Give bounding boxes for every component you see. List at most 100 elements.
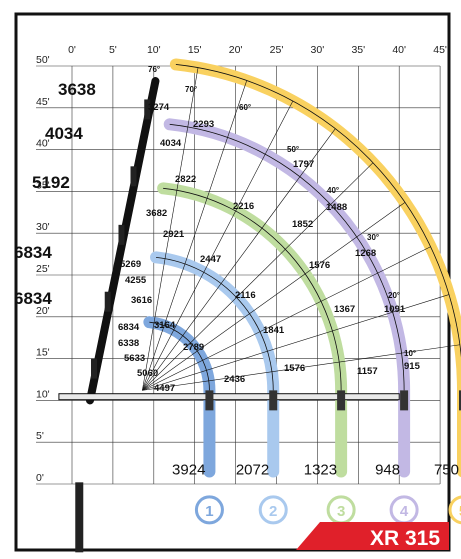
ext-4-capacity: 1576 xyxy=(309,260,330,271)
leader-line xyxy=(142,162,374,391)
x-tick-label: 35' xyxy=(351,44,365,56)
x-tick-label: 10' xyxy=(147,44,161,56)
hook-block-4 xyxy=(400,390,409,411)
boom-tip-capacity: 4034 xyxy=(45,124,83,143)
ext-2-capacity: 3164 xyxy=(154,320,176,331)
boom-section-joint xyxy=(144,99,151,120)
x-tick-label: 40' xyxy=(392,44,406,56)
extension-badge-ring xyxy=(194,495,224,525)
hook-block-5 xyxy=(459,390,461,411)
extension-badge-number: 2 xyxy=(269,503,277,520)
leader-line xyxy=(142,100,294,391)
boom-tip-capacity: 6834 xyxy=(14,243,52,262)
leader-line xyxy=(142,128,336,391)
ext-3-capacity: 1576 xyxy=(284,363,305,374)
hook-block-2 xyxy=(269,390,278,411)
boom-section-joint xyxy=(104,291,111,312)
x-tick-label: 5' xyxy=(109,44,117,56)
extension-tip-capacity: 2072 xyxy=(236,461,269,478)
model-title: XR 315 xyxy=(370,527,440,550)
ext-5-capacity: 1091 xyxy=(384,304,406,315)
ext-2-capacity: 3616 xyxy=(131,295,152,306)
ext-4-capacity: 4034 xyxy=(160,138,182,149)
extension-tip-capacity: 1323 xyxy=(304,461,337,478)
boom-angle-label: 30° xyxy=(367,233,379,242)
leader-line xyxy=(142,344,460,391)
ext-4-capacity: 1157 xyxy=(357,366,378,377)
boom-tip-capacity: 3638 xyxy=(58,80,96,99)
y-tick-label: 5' xyxy=(36,430,44,442)
y-tick-label: 45' xyxy=(36,96,50,108)
extension-badge-ring xyxy=(448,495,461,525)
ext-1-capacity: 6338 xyxy=(118,338,139,349)
boom-tip-capacity: 5192 xyxy=(32,173,70,192)
boom-section-joint xyxy=(90,358,97,379)
model-badge-bg xyxy=(296,522,449,550)
ext-4-capacity: 1367 xyxy=(334,304,355,315)
boom-angle-label: 60° xyxy=(239,103,251,112)
ext-3-capacity: 3682 xyxy=(146,208,167,219)
ext-1-capacity: 5060 xyxy=(137,368,158,379)
reach-arcs xyxy=(143,58,461,478)
y-tick-label: 50' xyxy=(36,54,50,66)
y-tick-label: 30' xyxy=(36,221,50,233)
ext-4-capacity: 1852 xyxy=(292,219,313,230)
extension-tip-capacity: 750 xyxy=(434,461,459,478)
crane-boom xyxy=(58,77,461,553)
y-tick-label: 10' xyxy=(36,388,50,400)
y-tick-label: 25' xyxy=(36,263,50,275)
ext-4-capacity: 2216 xyxy=(233,201,254,212)
boom-angle-label: 70° xyxy=(185,85,197,94)
extension-badge-ring xyxy=(258,495,288,525)
leader-line xyxy=(142,80,248,391)
extension-tip-capacity: 948 xyxy=(375,461,400,478)
y-tick-label: 35' xyxy=(36,179,50,191)
ext-3-capacity: 2116 xyxy=(235,290,256,301)
boom-section-joint xyxy=(118,224,125,245)
hook-block-1 xyxy=(205,390,214,411)
ext-5-capacity: 1268 xyxy=(355,248,376,259)
boom-angle-label: 76° xyxy=(148,65,160,74)
x-tick-label: 30' xyxy=(311,44,325,56)
ext-5-capacity: 1797 xyxy=(293,159,314,170)
reach-arc-outline xyxy=(175,64,461,359)
x-tick-label: 20' xyxy=(229,44,243,56)
y-tick-label: 15' xyxy=(36,347,50,359)
extension-badge-number: 5 xyxy=(459,503,461,520)
ext-3-capacity: 2921 xyxy=(163,229,185,240)
leader-lines xyxy=(142,67,460,391)
extension-badge-number: 1 xyxy=(205,503,213,520)
y-tick-label: 40' xyxy=(36,138,50,150)
ext-4-capacity: 2822 xyxy=(175,174,196,185)
extension-badges: 3924 1 2072 2 1323 3 948 4 750 5 xyxy=(172,461,461,525)
ext-2-capacity: 4255 xyxy=(125,275,147,286)
ext-3-capacity: 2447 xyxy=(200,254,221,265)
x-tick-label: 45' xyxy=(433,44,447,56)
ext-5-capacity: 1488 xyxy=(326,202,347,213)
ext-3-capacity: 1841 xyxy=(263,325,285,336)
ext-5-capacity: 2293 xyxy=(193,119,214,130)
model-badge: XR 315 xyxy=(296,522,449,550)
hook-block-3 xyxy=(337,390,346,411)
leader-line xyxy=(142,67,199,391)
ext-2-capacity: 5269 xyxy=(120,259,141,270)
outrigger-deck xyxy=(58,393,400,401)
x-tick-label: 0' xyxy=(68,44,76,56)
y-tick-label: 20' xyxy=(36,305,50,317)
ext-1-capacity: 5633 xyxy=(124,353,145,364)
extension-tip-capacity: 3924 xyxy=(172,461,205,478)
x-tick-label: 15' xyxy=(188,44,202,56)
boom-tip-capacity: 6834 xyxy=(14,289,52,308)
reach-arc-outline xyxy=(163,187,342,391)
boom-angle-label: 50° xyxy=(287,145,299,154)
reach-arc-outline xyxy=(169,123,405,391)
boom-section-joint xyxy=(130,166,137,187)
boom-angle-label: 40° xyxy=(327,186,339,195)
reach-arc-outline xyxy=(155,256,274,391)
ext-1-capacity: 4497 xyxy=(154,383,175,394)
extension-badge-number: 4 xyxy=(400,503,409,520)
leader-line xyxy=(142,294,450,391)
leader-line xyxy=(142,246,431,391)
boom-angle-label: 20° xyxy=(388,291,400,300)
